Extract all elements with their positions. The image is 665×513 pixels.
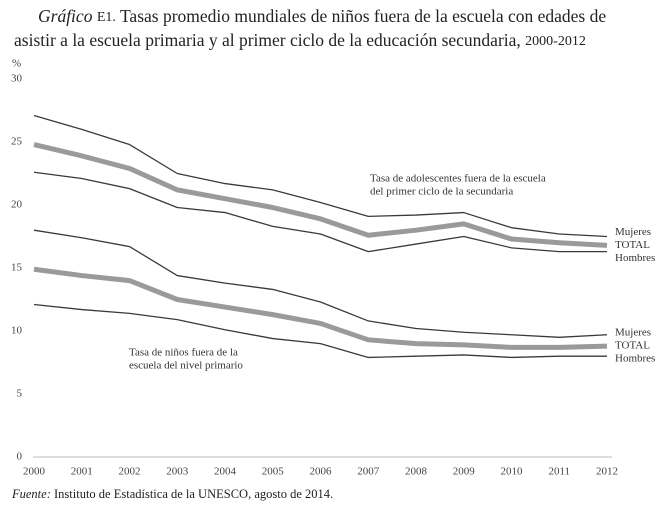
x-tick-label: 2010 bbox=[501, 466, 524, 478]
x-tick-label: 2008 bbox=[405, 466, 428, 478]
legend-label: Mujeres bbox=[615, 327, 651, 339]
chart-title: Gráfico E1. Tasas promedio mundiales de … bbox=[38, 6, 606, 26]
y-tick-label: 20 bbox=[11, 199, 23, 211]
legend-label: Hombres bbox=[615, 353, 655, 365]
source-text: Instituto de Estadística de la UNESCO, a… bbox=[54, 487, 333, 501]
title-label: Gráfico bbox=[38, 6, 93, 26]
y-tick-label: 25 bbox=[11, 136, 23, 148]
x-tick-label: 2004 bbox=[214, 466, 237, 478]
x-tick-label: 2000 bbox=[23, 466, 46, 478]
legend-label: Hombres bbox=[615, 252, 655, 264]
legend-label: TOTAL bbox=[615, 239, 650, 251]
y-tick-label: 5 bbox=[17, 388, 23, 400]
x-tick-label: 2009 bbox=[453, 466, 476, 478]
series-line bbox=[33, 229, 608, 338]
x-tick-label: 2007 bbox=[357, 466, 380, 478]
x-tick-label: 2001 bbox=[71, 466, 93, 478]
y-axis-label: % bbox=[12, 58, 21, 70]
x-tick-label: 2003 bbox=[166, 466, 189, 478]
title-line: Tasas promedio mundiales de niños fuera … bbox=[120, 6, 606, 26]
source-label: Fuente: bbox=[11, 487, 51, 501]
title-line: asistir a la escuela primaria y al prime… bbox=[14, 30, 521, 50]
y-tick-label: 15 bbox=[11, 262, 23, 274]
annotation: Tasa de adolescentes fuera de la escuela bbox=[370, 173, 546, 185]
x-tick-label: 2002 bbox=[119, 466, 141, 478]
legend-label: Mujeres bbox=[615, 226, 651, 238]
y-tick-label: 0 bbox=[17, 451, 23, 463]
title-years: 2000-2012 bbox=[525, 34, 586, 49]
legend-label: TOTAL bbox=[615, 340, 650, 352]
series-line bbox=[33, 114, 608, 238]
y-tick-label: 30 bbox=[11, 73, 23, 85]
annotation: Tasa de niños fuera de la bbox=[129, 347, 238, 359]
annotation: escuela del nivel primario bbox=[129, 360, 243, 372]
x-tick-label: 2006 bbox=[310, 466, 333, 478]
series-line bbox=[33, 266, 608, 350]
series-line bbox=[33, 303, 607, 359]
title-number: E1. bbox=[97, 10, 116, 25]
source: Fuente: Instituto de Estadística de la U… bbox=[11, 487, 333, 501]
x-tick-label: 2005 bbox=[262, 466, 285, 478]
x-tick-label: 2012 bbox=[596, 466, 618, 478]
y-tick-label: 10 bbox=[11, 325, 23, 337]
series-line bbox=[33, 171, 607, 253]
annotation: del primer ciclo de la secundaria bbox=[370, 186, 513, 198]
chart-title: asistir a la escuela primaria y al prime… bbox=[14, 30, 586, 50]
series-line bbox=[33, 142, 608, 248]
x-tick-label: 2011 bbox=[548, 466, 570, 478]
